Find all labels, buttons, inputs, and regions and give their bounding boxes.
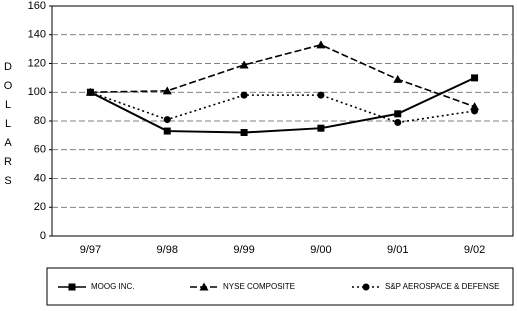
marker [470,102,480,111]
legend-label: MOOG INC. [91,282,135,291]
marker [162,86,172,95]
x-tick-label: 9/98 [157,244,178,256]
legend-label: NYSE COMPOSITE [223,282,295,291]
marker [317,124,325,132]
marker [394,118,402,126]
x-tick-label: 9/00 [310,244,331,256]
x-tick-label: 9/01 [387,244,408,256]
x-tick-label: 9/02 [464,244,485,256]
legend-marker [362,283,370,291]
y-tick-label: 120 [28,57,46,69]
legend-label: S&P AEROSPACE & DEFENSE [385,282,499,291]
marker [393,74,403,83]
marker [240,129,248,136]
series-line [90,91,475,124]
marker [317,91,325,99]
marker [471,74,479,82]
y-tick-label: 140 [28,29,46,41]
x-tick-label: 9/99 [233,244,254,256]
marker [471,107,479,115]
y-tick-label: 0 [40,230,46,242]
legend-marker [68,283,76,291]
y-tick-label: 40 [34,172,46,184]
marker [316,40,326,49]
marker [163,127,171,135]
legend-marker [199,282,209,291]
legend-frame [46,267,514,306]
y-tick-label: 60 [34,144,46,156]
y-tick-label: 160 [28,0,46,12]
y-tick-label: 80 [34,115,46,127]
series-line [90,43,475,108]
marker [240,91,248,99]
marker [163,116,171,124]
series-line [89,76,476,134]
marker [86,88,94,96]
y-tick-label: 20 [34,201,46,213]
x-tick-label: 9/97 [80,244,101,256]
marker [239,60,249,69]
marker [394,110,402,118]
y-tick-label: 100 [28,86,46,98]
